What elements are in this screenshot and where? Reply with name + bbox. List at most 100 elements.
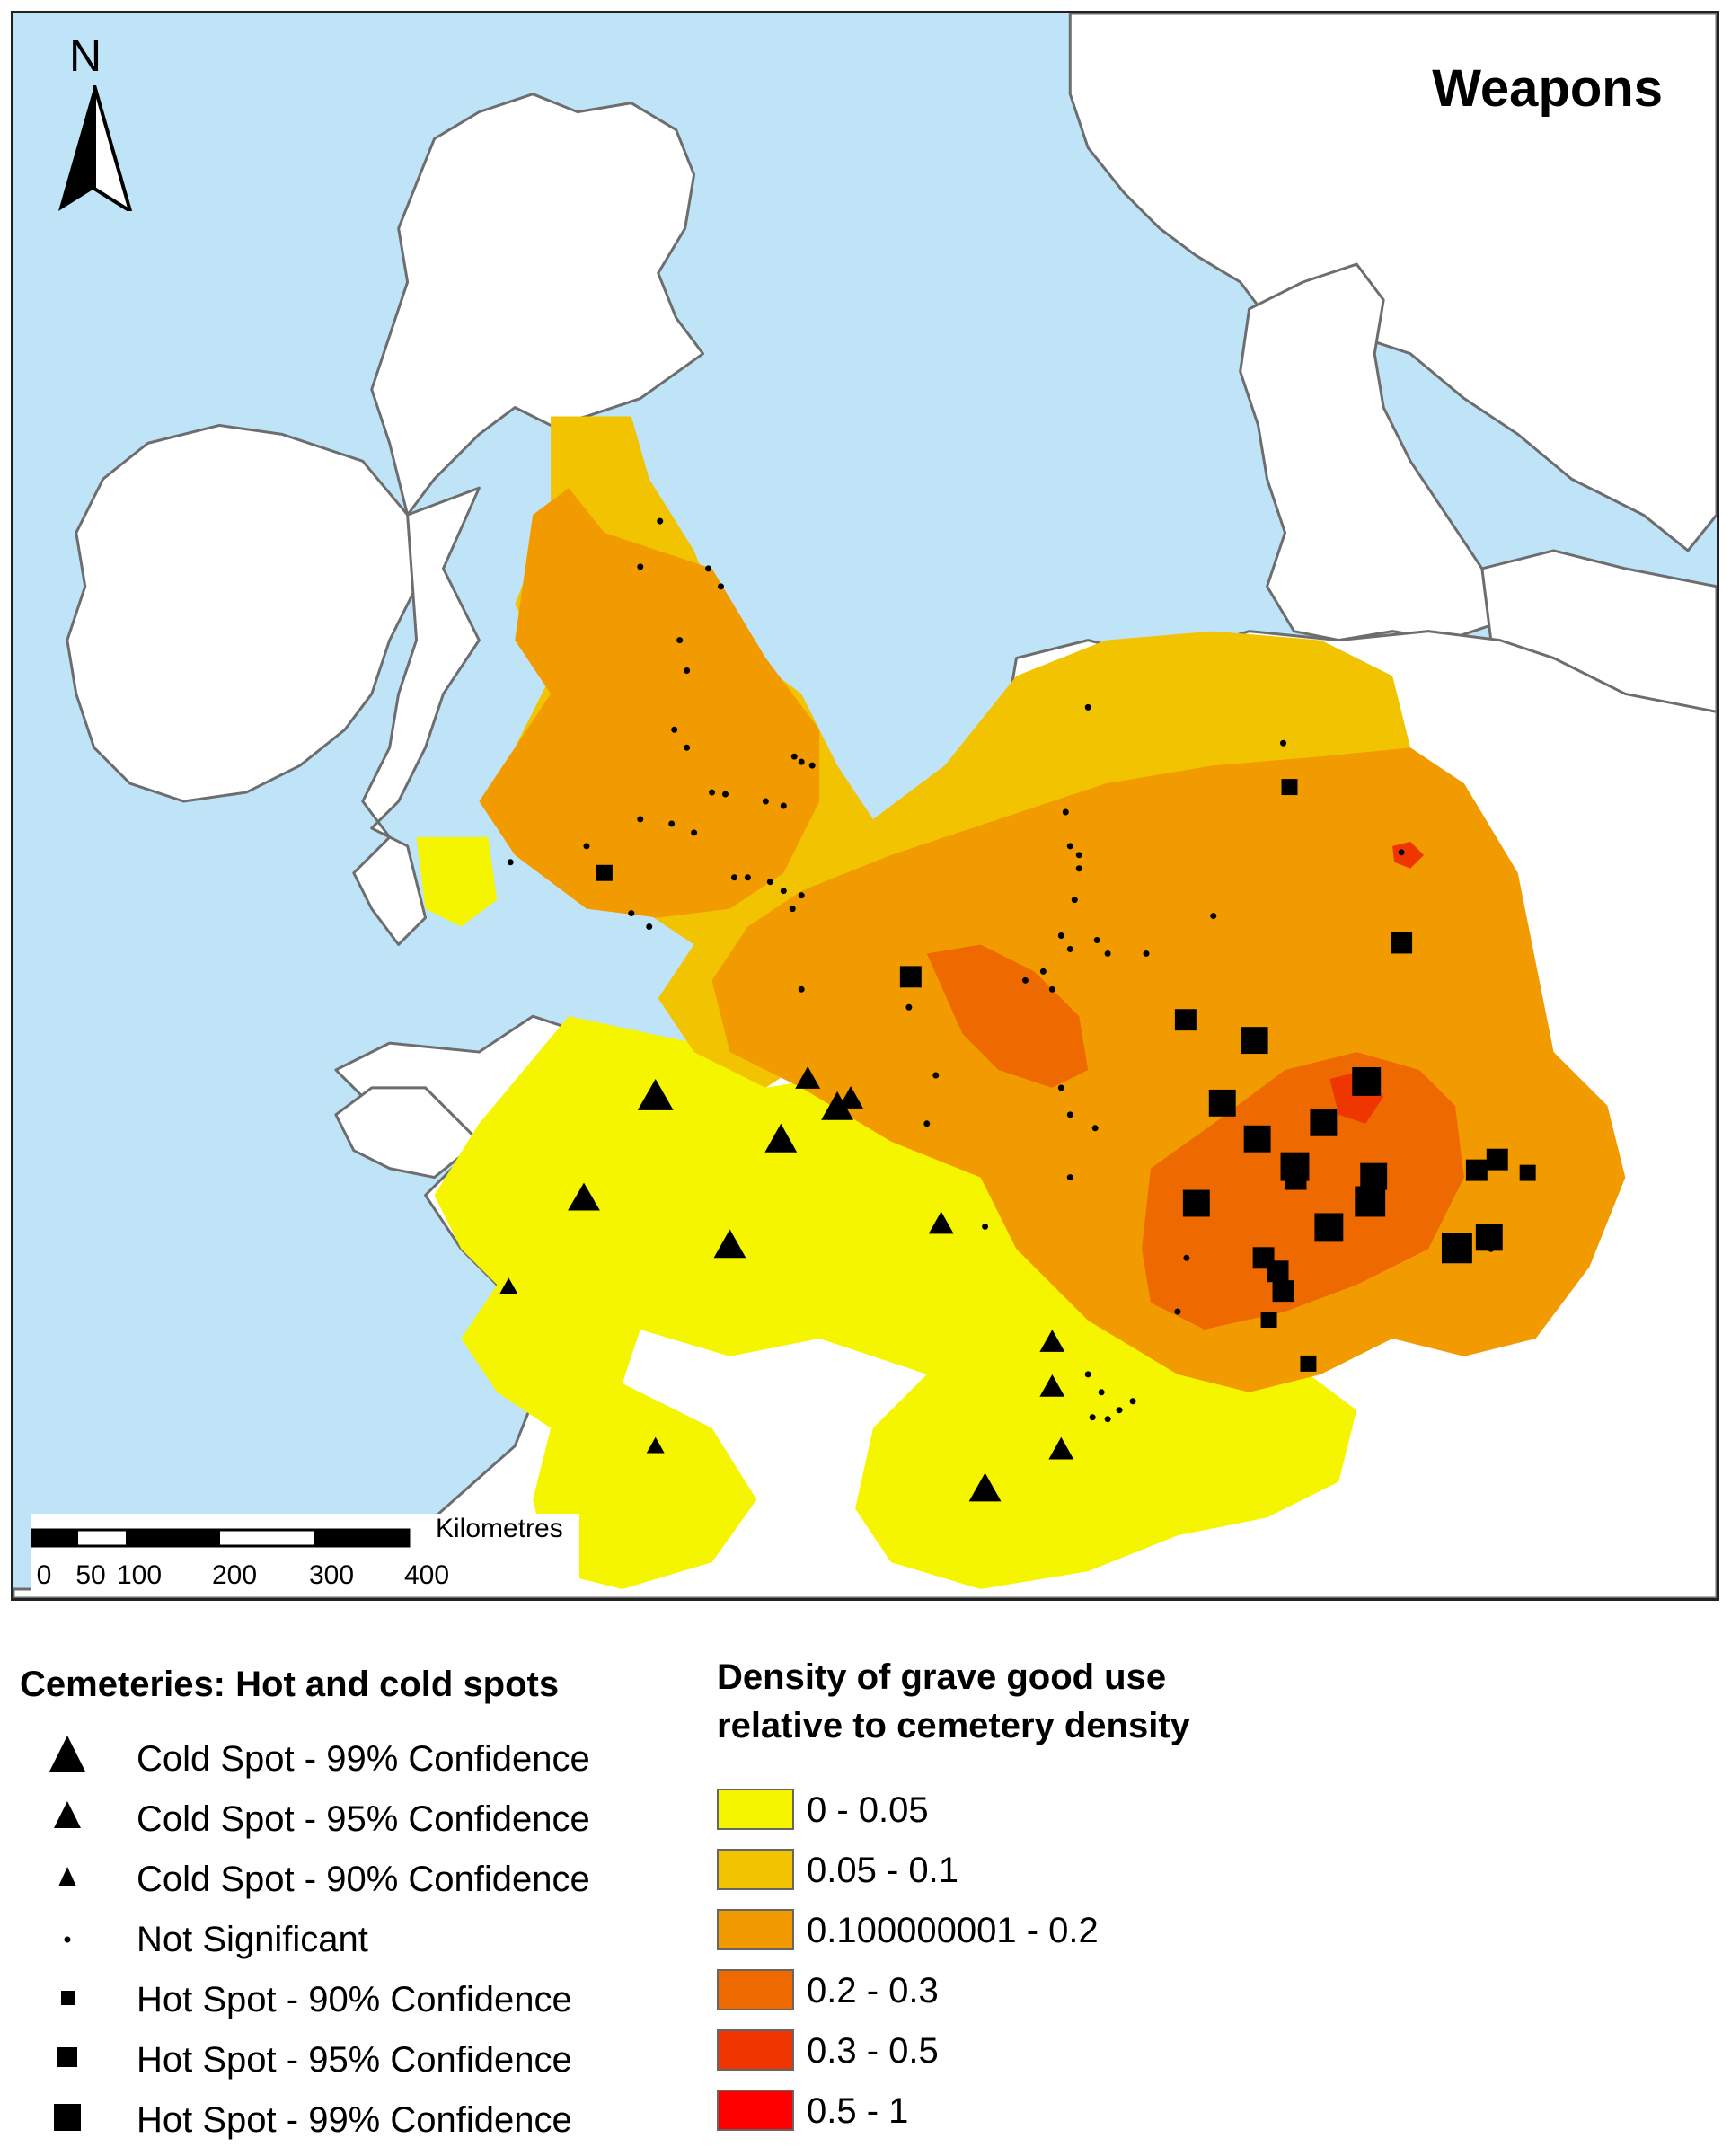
not-significant-marker — [1488, 1245, 1495, 1252]
not-significant-marker — [657, 517, 664, 525]
cold-spot-99-marker — [713, 1229, 746, 1259]
density-zone-dark-orange-east — [1142, 1052, 1464, 1330]
hot-spot-99-marker — [1310, 1109, 1338, 1136]
hot-spot-99-marker — [1352, 1067, 1382, 1096]
scale-tick-label: 0 — [36, 1560, 52, 1590]
land-britain-north — [370, 93, 705, 517]
not-significant-marker — [1398, 849, 1405, 856]
hot-spot-95-marker — [1391, 932, 1413, 954]
not-significant-marker — [691, 829, 698, 836]
legend-item-label: Cold Spot - 95% Confidence — [137, 1799, 590, 1839]
triangle-large-icon — [49, 1736, 85, 1772]
square-medium-icon — [57, 2047, 77, 2067]
hot-spot-99-marker — [1243, 1125, 1271, 1153]
not-significant-markers — [507, 517, 1495, 1423]
not-significant-marker — [1066, 843, 1073, 850]
hotspot-legend-title: Cemeteries: Hot and cold spots — [20, 1665, 560, 1704]
triangle-medium-icon — [54, 1801, 81, 1828]
not-significant-marker — [766, 879, 773, 886]
map-frame: N Weapons Kilometres 0 50 100 200 300 40… — [11, 11, 1719, 1601]
hot-spot-95-marker — [1285, 1168, 1307, 1190]
hot-spot-95-marker — [1486, 1148, 1508, 1171]
not-significant-marker — [1098, 1389, 1105, 1396]
not-significant-marker — [1075, 852, 1082, 859]
triangle-small-icon — [58, 1867, 76, 1886]
density-swatch — [717, 2090, 794, 2131]
density-label: 0.3 - 0.5 — [807, 2031, 939, 2071]
square-small-icon — [61, 1991, 75, 2005]
not-significant-marker — [789, 906, 796, 913]
density-label: 0.100000001 - 0.2 — [807, 1911, 1099, 1950]
cold-spot-95-marker — [1039, 1330, 1065, 1352]
not-significant-marker — [808, 762, 816, 769]
hot-spot-99-marker — [1355, 1186, 1386, 1217]
not-significant-marker — [637, 816, 644, 823]
density-zone-light-orange — [515, 416, 1411, 1088]
not-significant-marker — [798, 892, 805, 899]
cold-spot-95-marker — [1039, 1374, 1065, 1397]
not-significant-marker — [1048, 985, 1055, 993]
not-significant-marker — [1057, 1084, 1064, 1091]
not-significant-marker — [684, 667, 691, 674]
scale-tick-label: 200 — [211, 1560, 258, 1590]
not-significant-marker — [1143, 950, 1150, 957]
not-significant-marker — [718, 583, 724, 590]
hot-spot-95-marker — [1174, 1009, 1197, 1031]
map-canvas — [13, 13, 1717, 1598]
density-legend-title: Density of grave good use relative to ce… — [717, 1653, 1190, 1750]
density-swatch — [717, 1789, 794, 1830]
density-label: 0.5 - 1 — [807, 2091, 909, 2131]
not-significant-marker — [744, 874, 751, 881]
not-significant-marker — [1129, 1398, 1136, 1405]
not-significant-marker — [684, 744, 691, 751]
not-significant-marker — [1280, 739, 1287, 747]
cold-spot-99-marker — [821, 1091, 854, 1120]
cold-spot-90-marker — [646, 1436, 665, 1454]
density-zone-orange-britain — [479, 488, 820, 918]
not-significant-marker — [982, 1223, 989, 1230]
not-significant-marker — [1093, 937, 1100, 943]
not-significant-marker — [762, 798, 769, 805]
cold-spot-99-marker — [764, 1123, 798, 1153]
scalebar-ticks: 0 50 100 200 300 400 — [31, 1560, 579, 1591]
hot-spot-99-marker — [1441, 1233, 1472, 1264]
scalebar-graphic — [31, 1528, 411, 1548]
not-significant-marker — [628, 910, 635, 917]
not-significant-marker — [507, 859, 514, 866]
scale-tick-label: 50 — [75, 1560, 106, 1590]
not-significant-marker — [1057, 932, 1064, 939]
hot-spot-90-marker — [1300, 1355, 1317, 1372]
not-significant-marker — [1089, 1414, 1096, 1421]
not-significant-marker — [1104, 1416, 1111, 1423]
density-legend-title-line2: relative to cemetery density — [717, 1706, 1190, 1745]
land-ireland — [66, 423, 419, 803]
not-significant-marker — [780, 888, 787, 895]
not-significant-marker — [1071, 897, 1078, 904]
not-significant-marker — [790, 753, 798, 760]
density-swatch — [717, 2029, 794, 2071]
density-legend-title-line1: Density of grave good use — [717, 1657, 1167, 1697]
not-significant-marker — [1062, 808, 1069, 816]
hot-spot-99-marker — [1360, 1162, 1388, 1190]
hot-spot-99-marker — [1182, 1189, 1210, 1217]
cold-spot-90-marker — [499, 1277, 518, 1294]
hot-spot-99-marker — [1241, 1027, 1268, 1055]
not-significant-marker — [705, 565, 712, 572]
not-significant-marker — [1104, 950, 1111, 957]
hot-spot-90-marker — [1260, 1312, 1277, 1329]
hot-spot-95-marker — [1272, 1280, 1294, 1303]
not-significant-marker — [730, 874, 737, 881]
not-significant-marker — [637, 563, 644, 570]
density-swatch — [717, 1849, 794, 1890]
not-significant-marker — [1021, 976, 1029, 984]
not-significant-marker — [1084, 703, 1091, 711]
hot-spot-95-marker — [1267, 1260, 1289, 1283]
cold-spot-99-marker — [637, 1078, 674, 1110]
density-swatch — [717, 1909, 794, 1950]
cold-spot-99-marker — [968, 1472, 1002, 1502]
not-significant-marker — [1174, 1308, 1181, 1315]
not-significant-marker — [780, 802, 787, 809]
not-significant-marker — [1091, 1125, 1099, 1132]
cold-spot-95-marker — [928, 1211, 954, 1234]
not-significant-marker — [1066, 1111, 1073, 1118]
